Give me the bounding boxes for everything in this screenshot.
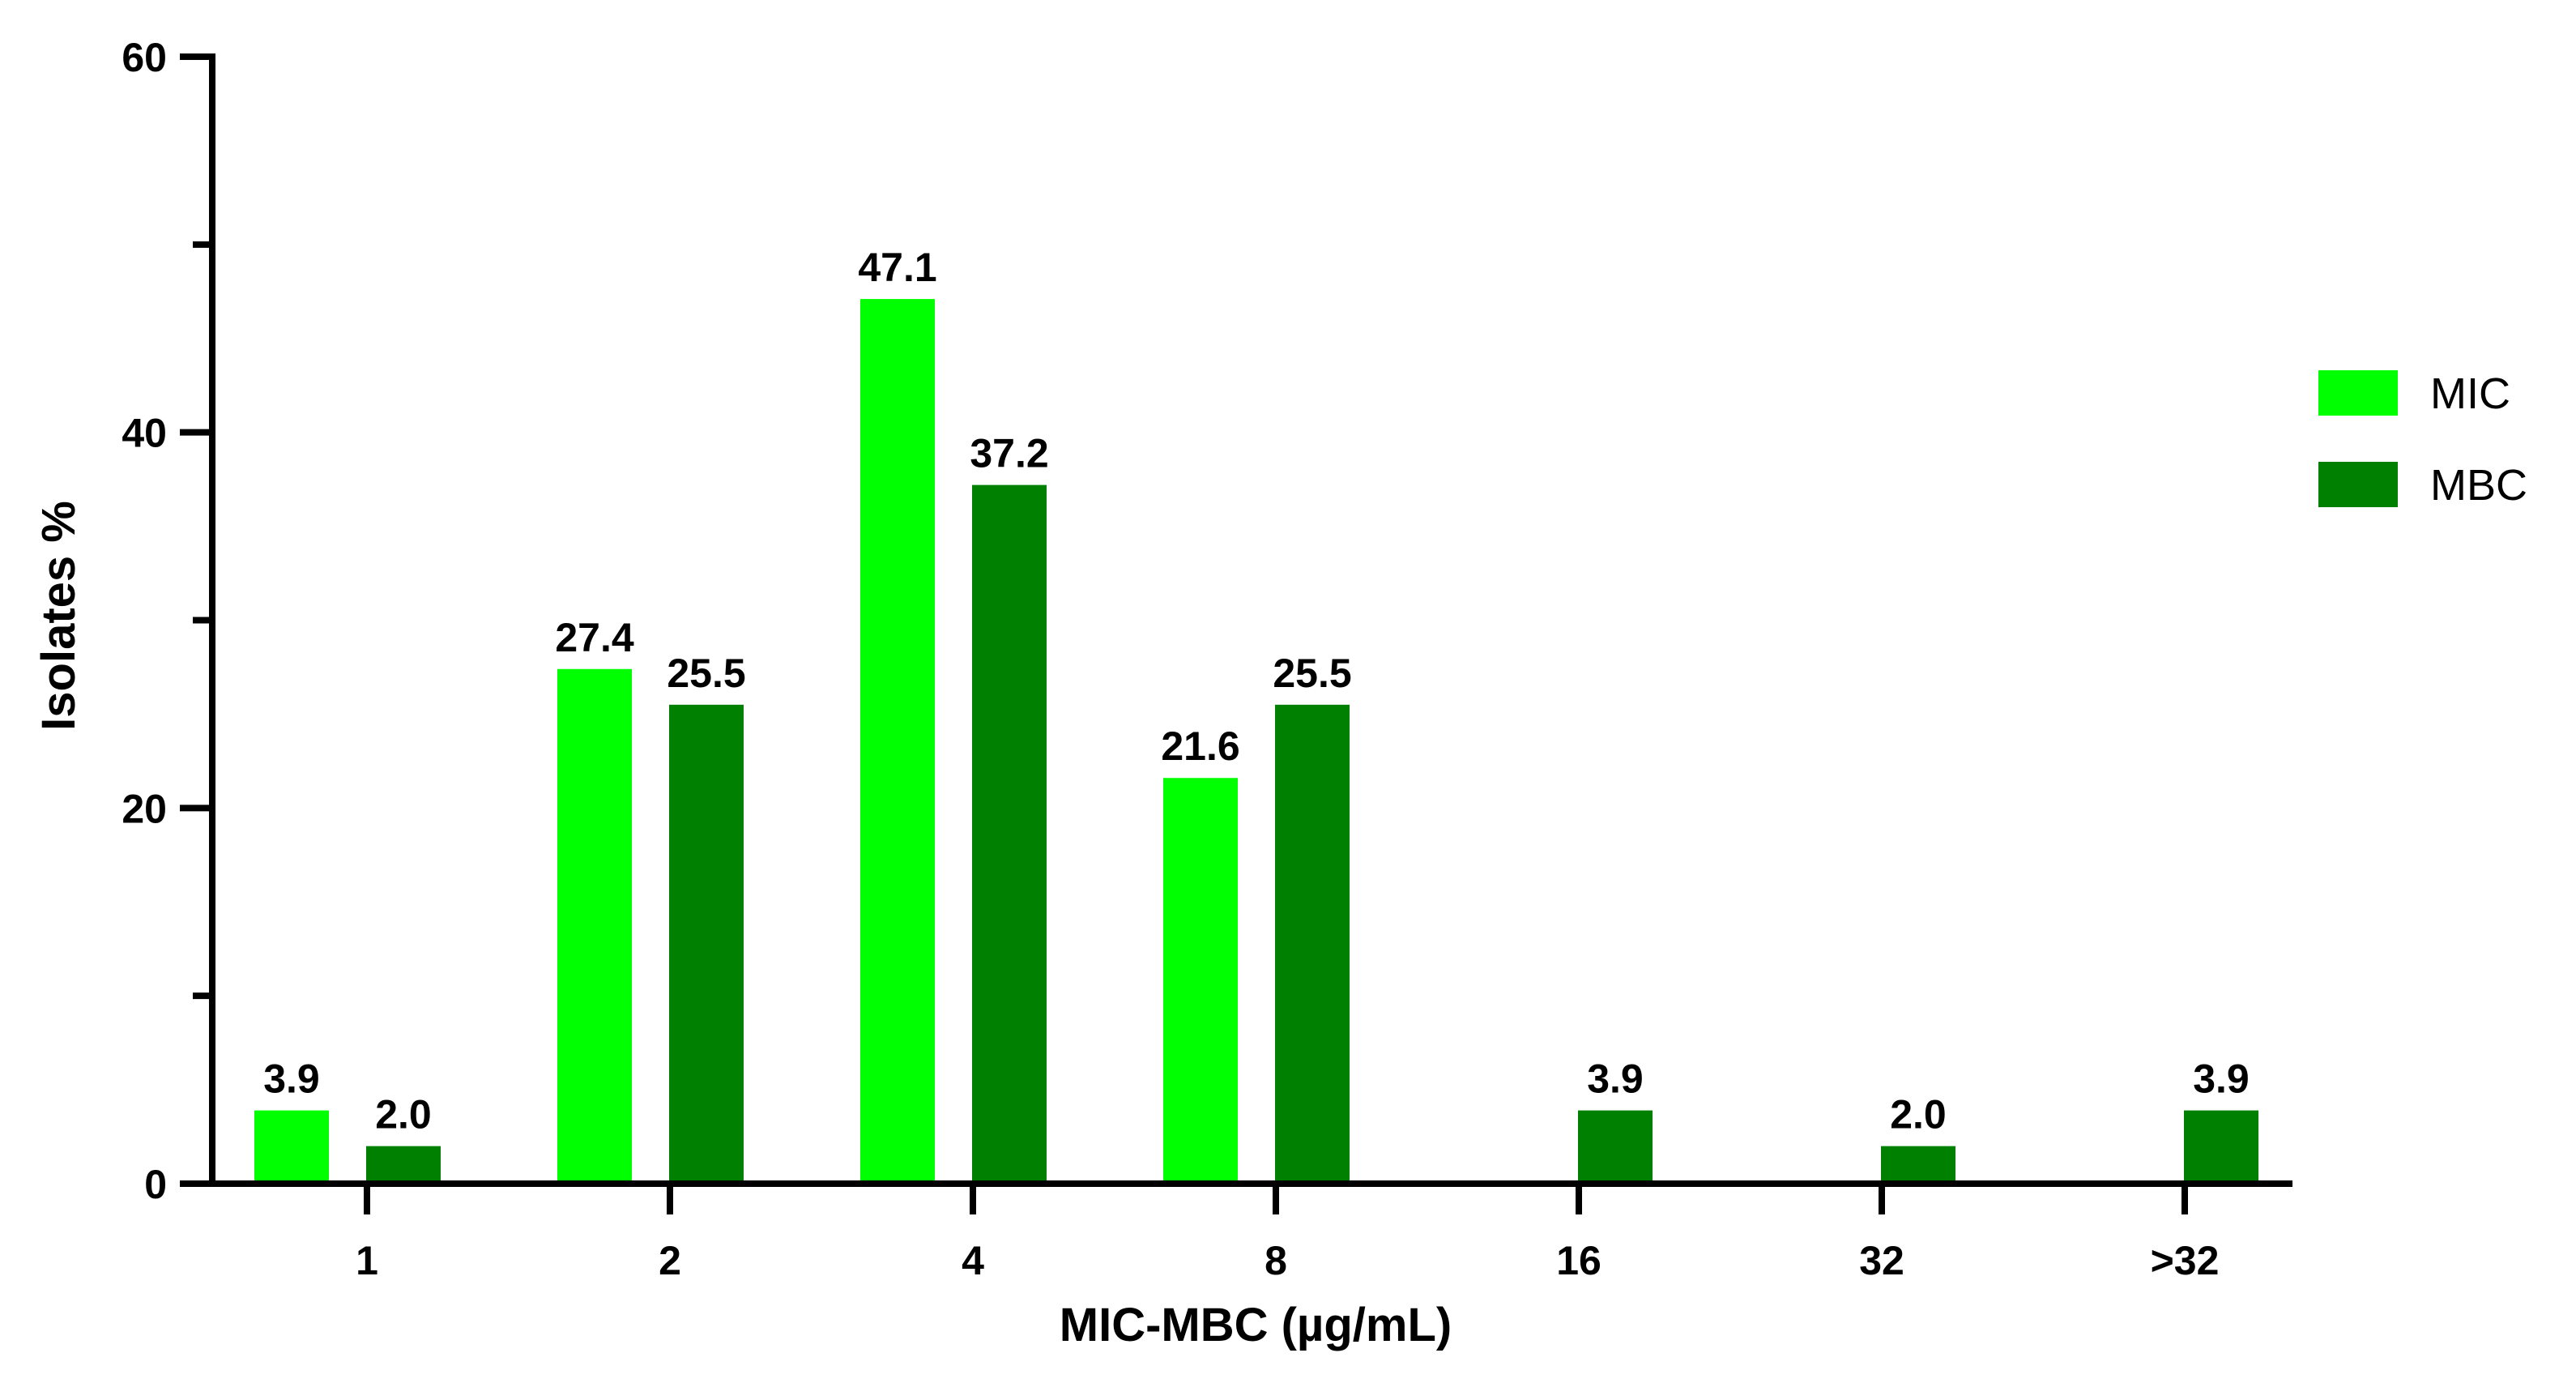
x-tick-label-6: >32 xyxy=(2151,1238,2220,1283)
data-label-mic-3: 21.6 xyxy=(1161,723,1239,769)
data-label-mbc-3: 25.5 xyxy=(1273,651,1351,696)
bar-mbc-4 xyxy=(1578,1110,1653,1184)
bar-mic-1 xyxy=(557,668,632,1184)
bar-mic-3 xyxy=(1163,778,1238,1184)
data-label-mbc-2: 37.2 xyxy=(970,431,1048,476)
legend-label-mic: MIC xyxy=(2430,369,2510,418)
y-tick-label-0: 0 xyxy=(144,1162,167,1207)
legend-swatch-mic xyxy=(2318,370,2398,416)
x-tick-label-0: 1 xyxy=(356,1238,378,1283)
y-tick-label-1: 20 xyxy=(122,786,167,831)
bar-mbc-6 xyxy=(2184,1110,2258,1184)
data-labels-layer: 3.9 2.0 27.4 25.5 47.1 37.2 21.6 25.5 3.9 2.0 3.9 xyxy=(263,245,2250,1138)
bar-mbc-0 xyxy=(366,1146,441,1184)
legend-label-mbc: MBC xyxy=(2430,461,2527,510)
data-label-mic-1: 27.4 xyxy=(555,615,634,660)
y-axis-title: Isolates % xyxy=(32,501,85,731)
y-tick-label-2: 40 xyxy=(122,411,167,456)
data-label-mic-2: 47.1 xyxy=(858,245,936,290)
data-label-mbc-5: 2.0 xyxy=(1890,1092,1947,1138)
bar-mic-2 xyxy=(860,299,935,1184)
legend: MIC MBC xyxy=(2318,369,2527,510)
legend-swatch-mbc xyxy=(2318,462,2398,507)
bar-mbc-5 xyxy=(1881,1146,1955,1184)
data-label-mbc-0: 2.0 xyxy=(375,1092,432,1138)
x-tick-label-4: 16 xyxy=(1556,1238,1601,1283)
data-label-mbc-4: 3.9 xyxy=(1587,1056,1644,1102)
x-tick-label-2: 4 xyxy=(962,1238,984,1283)
axes-layer xyxy=(180,53,2292,1214)
bars-layer xyxy=(254,299,2258,1184)
tick-labels-layer: 1 2 4 8 16 32 >32 0 20 40 60 xyxy=(122,35,2219,1283)
bar-mbc-1 xyxy=(669,704,744,1184)
x-tick-label-1: 2 xyxy=(659,1238,681,1283)
y-tick-label-3: 60 xyxy=(122,35,167,80)
bar-mbc-2 xyxy=(972,484,1047,1184)
x-tick-label-3: 8 xyxy=(1265,1238,1287,1283)
data-label-mbc-6: 3.9 xyxy=(2193,1056,2250,1102)
x-axis-title: MIC-MBC (µg/mL) xyxy=(1060,1299,1452,1351)
data-label-mbc-1: 25.5 xyxy=(667,651,745,696)
data-label-mic-0: 3.9 xyxy=(263,1056,320,1102)
bar-mic-0 xyxy=(254,1110,329,1184)
bar-mbc-3 xyxy=(1275,704,1350,1184)
x-tick-label-5: 32 xyxy=(1859,1238,1904,1283)
